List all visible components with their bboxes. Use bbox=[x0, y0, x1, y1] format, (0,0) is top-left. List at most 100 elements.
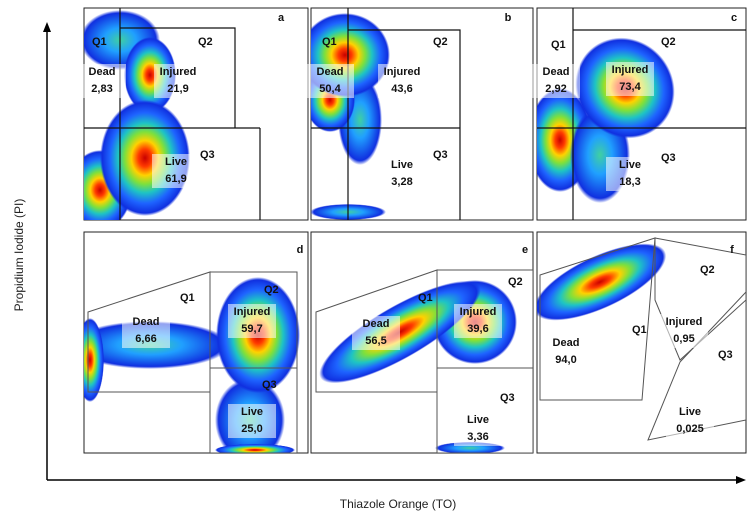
density-plot bbox=[537, 237, 746, 441]
population-name: Dead bbox=[133, 316, 160, 328]
population-value: 73,4 bbox=[619, 81, 641, 93]
y-arrow bbox=[43, 22, 51, 32]
population-value: 3,28 bbox=[391, 176, 412, 188]
label-bg bbox=[378, 64, 426, 98]
gate-label: Q2 bbox=[661, 36, 676, 48]
gate-label: Q3 bbox=[718, 349, 733, 361]
gate-label: Q3 bbox=[433, 149, 448, 161]
gate-label: Q1 bbox=[632, 324, 647, 336]
population-value: 21,9 bbox=[167, 83, 188, 95]
gate-label: Q2 bbox=[264, 284, 279, 296]
gate bbox=[120, 27, 236, 128]
gate bbox=[539, 237, 656, 401]
density-blob bbox=[215, 444, 295, 453]
label-bg bbox=[122, 314, 170, 348]
label-bg bbox=[228, 304, 276, 338]
panel-letter: f bbox=[730, 244, 734, 256]
panel: f Q1 Q2 Q3 Dead 94,0 Injured 0,95 Live 0,025 bbox=[536, 231, 747, 454]
label-bg bbox=[666, 404, 714, 438]
label-bg bbox=[606, 157, 654, 191]
panel: b Q1 Q2 Q3 Dead 50,4 Injured 43,6 Live 3,28 bbox=[306, 7, 534, 221]
population-value: 94,0 bbox=[555, 354, 576, 366]
population-value: 18,3 bbox=[619, 176, 640, 188]
gate bbox=[348, 29, 461, 220]
population-name: Dead bbox=[363, 318, 390, 330]
gate bbox=[647, 291, 746, 441]
label-bg bbox=[228, 404, 276, 438]
label-bg bbox=[78, 64, 126, 98]
label-bg bbox=[152, 154, 200, 188]
population-value: 3,36 bbox=[467, 431, 488, 443]
gate-label: Q2 bbox=[433, 36, 448, 48]
population-value: 2,92 bbox=[545, 83, 566, 95]
population-name: Live bbox=[165, 156, 187, 168]
population-name: Live bbox=[241, 406, 263, 418]
gate-label: Q1 bbox=[180, 292, 195, 304]
population-name: Injured bbox=[234, 306, 271, 318]
panel-letter: b bbox=[505, 12, 512, 24]
gate-label: Q2 bbox=[508, 276, 523, 288]
population-value: 56,5 bbox=[365, 335, 386, 347]
gate-label: Q1 bbox=[322, 36, 337, 48]
gate bbox=[654, 237, 746, 361]
population-value: 39,6 bbox=[467, 323, 488, 335]
gate-label: Q3 bbox=[262, 379, 277, 391]
label-bg bbox=[532, 64, 580, 98]
population-name: Injured bbox=[612, 64, 649, 76]
population-value: 25,0 bbox=[241, 423, 262, 435]
population-value: 6,66 bbox=[135, 333, 156, 345]
population-name: Dead bbox=[89, 66, 116, 78]
panel: d Q1 Q2 Q3 Dead 6,66 Injured 59,7 Live 25,0 bbox=[83, 231, 309, 454]
panel-letter: e bbox=[522, 244, 528, 256]
population-name: Dead bbox=[317, 66, 344, 78]
population-name: Live bbox=[391, 159, 413, 171]
population-value: 0,95 bbox=[673, 333, 694, 345]
panel: c Q1 Q2 Q3 Dead 2,92 Injured 73,4 Live 18,3 bbox=[532, 7, 747, 221]
population-value: 61,9 bbox=[165, 173, 186, 185]
panel: a Q1 Q2 Q3 Dead 2,83 Injured 21,9 Live 61,9 bbox=[78, 7, 309, 221]
population-name: Dead bbox=[553, 337, 580, 349]
gate-label: Q1 bbox=[418, 292, 433, 304]
label-bg bbox=[306, 64, 354, 98]
panel-letter: c bbox=[731, 12, 737, 24]
y-axis-label: Propidium Iodide (PI) bbox=[12, 199, 26, 312]
population-value: 50,4 bbox=[319, 83, 341, 95]
population-name: Dead bbox=[543, 66, 570, 78]
label-bg bbox=[352, 316, 400, 350]
population-value: 59,7 bbox=[241, 323, 262, 335]
density-blob bbox=[537, 243, 667, 321]
population-name: Injured bbox=[160, 66, 197, 78]
population-name: Injured bbox=[666, 316, 703, 328]
gate-label: Q3 bbox=[200, 149, 215, 161]
population-value: 43,6 bbox=[391, 83, 412, 95]
population-value: 0,025 bbox=[676, 423, 704, 435]
gate-label: Q1 bbox=[551, 39, 566, 51]
label-bg bbox=[454, 304, 502, 338]
x-axis-label: Thiazole Orange (TO) bbox=[340, 497, 457, 511]
population-name: Injured bbox=[460, 306, 497, 318]
gate-label: Q3 bbox=[661, 152, 676, 164]
gate-label: Q2 bbox=[198, 36, 213, 48]
label-bg bbox=[154, 64, 202, 98]
population-name: Injured bbox=[384, 66, 421, 78]
panel: e Q1 Q2 Q3 Dead 56,5 Injured 39,6 Live 3,36 bbox=[310, 231, 534, 454]
population-name: Live bbox=[619, 159, 641, 171]
gate-label: Q1 bbox=[92, 36, 107, 48]
gate bbox=[209, 271, 298, 453]
population-value: 2,83 bbox=[91, 83, 112, 95]
panel-letter: d bbox=[297, 244, 304, 256]
label-bg bbox=[606, 62, 654, 96]
label-bg bbox=[378, 157, 426, 191]
gate bbox=[436, 269, 533, 453]
label-bg bbox=[542, 335, 590, 369]
x-arrow bbox=[736, 476, 746, 484]
panel-letter: a bbox=[278, 12, 285, 24]
gate-label: Q2 bbox=[700, 264, 715, 276]
gate-label: Q3 bbox=[500, 392, 515, 404]
population-name: Live bbox=[467, 414, 489, 426]
panels: a Q1 Q2 Q3 Dead 2,83 Injured 21,9 Live 61,9 b Q1 Q2 Q… bbox=[78, 7, 747, 454]
density-blob bbox=[84, 318, 104, 402]
label-bg bbox=[660, 314, 708, 348]
population-name: Live bbox=[679, 406, 701, 418]
